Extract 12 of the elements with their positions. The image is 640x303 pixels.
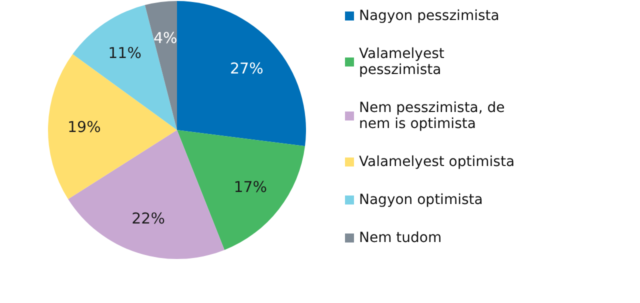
data-label: 27% bbox=[230, 60, 264, 78]
data-label: 19% bbox=[67, 118, 101, 136]
data-label: 11% bbox=[108, 44, 142, 62]
legend-label: Nagyon optimista bbox=[359, 192, 483, 208]
legend-label: Nem tudom bbox=[359, 230, 442, 246]
legend-label: Valamelyest pesszimista bbox=[359, 46, 449, 78]
legend-label: Valamelyest optimista bbox=[359, 154, 515, 170]
data-label: 17% bbox=[234, 178, 268, 196]
data-label: 4% bbox=[153, 28, 178, 47]
data-label: 22% bbox=[132, 209, 165, 228]
legend-label: Nem pesszimista, de nem is optimista bbox=[359, 100, 510, 132]
legend-label: Nagyon pesszimista bbox=[359, 8, 500, 24]
